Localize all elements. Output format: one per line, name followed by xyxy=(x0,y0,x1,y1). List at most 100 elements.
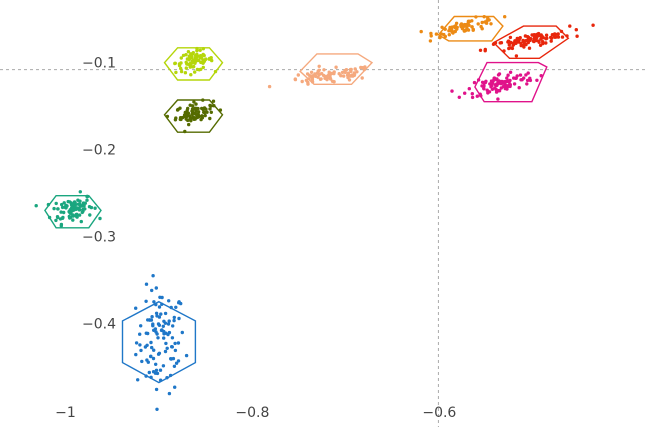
data-point xyxy=(59,224,63,228)
data-point xyxy=(360,76,364,80)
cluster-8-points xyxy=(450,70,543,101)
data-point xyxy=(194,113,199,117)
data-point xyxy=(88,213,92,217)
data-point xyxy=(218,108,223,112)
data-point xyxy=(155,371,160,376)
data-point xyxy=(144,331,148,335)
data-point xyxy=(532,39,536,44)
data-point xyxy=(574,28,578,32)
data-point xyxy=(164,341,168,346)
data-point xyxy=(180,330,184,335)
data-point xyxy=(197,68,201,72)
data-point xyxy=(504,85,508,90)
data-point xyxy=(74,206,79,211)
data-point xyxy=(527,46,532,50)
data-point xyxy=(174,116,178,120)
data-point xyxy=(463,91,467,95)
data-point xyxy=(552,34,557,38)
cluster-hull-1 xyxy=(121,300,197,384)
data-point xyxy=(560,35,565,39)
data-point xyxy=(305,72,310,76)
data-point xyxy=(293,77,297,81)
data-point xyxy=(522,40,526,44)
data-point xyxy=(267,84,272,89)
data-point xyxy=(201,47,205,51)
data-point xyxy=(455,27,459,31)
data-point xyxy=(77,213,82,217)
data-point xyxy=(69,211,73,215)
data-point xyxy=(187,122,191,127)
data-point xyxy=(208,116,212,121)
data-point xyxy=(323,76,328,80)
data-point xyxy=(472,80,477,85)
data-point xyxy=(517,86,521,90)
data-point xyxy=(171,356,176,361)
data-point xyxy=(154,302,158,307)
data-point xyxy=(489,22,493,26)
data-point xyxy=(201,98,205,102)
data-point xyxy=(173,348,178,353)
data-point xyxy=(152,348,156,352)
data-point xyxy=(145,343,149,347)
data-point xyxy=(491,42,496,46)
data-point xyxy=(307,77,311,81)
data-point xyxy=(173,385,177,389)
data-point xyxy=(161,364,166,368)
data-point xyxy=(503,15,507,19)
data-point xyxy=(157,315,162,319)
data-point xyxy=(59,210,63,214)
data-point xyxy=(459,23,463,27)
data-point xyxy=(434,32,439,36)
data-point xyxy=(519,41,523,45)
data-point xyxy=(154,286,158,290)
data-point xyxy=(150,345,154,350)
data-point xyxy=(85,194,89,199)
data-point xyxy=(171,324,175,328)
data-point xyxy=(34,204,38,208)
data-point xyxy=(139,324,143,328)
data-point xyxy=(496,89,501,93)
y-tick-label: −0.4 xyxy=(82,316,116,332)
data-point xyxy=(62,210,66,215)
data-point xyxy=(189,52,193,56)
data-point xyxy=(328,77,333,81)
data-point xyxy=(342,74,346,78)
data-point xyxy=(70,208,74,212)
data-point xyxy=(147,318,152,322)
data-point xyxy=(470,25,474,29)
data-point xyxy=(536,31,541,36)
data-point xyxy=(498,41,502,45)
data-point xyxy=(193,106,197,111)
data-point xyxy=(77,208,82,212)
cluster-3-points xyxy=(165,98,223,134)
data-point xyxy=(537,40,541,44)
cluster-hulls xyxy=(44,15,570,384)
data-point xyxy=(184,117,188,121)
data-point xyxy=(541,41,545,46)
data-point xyxy=(165,376,169,380)
data-point xyxy=(544,41,548,45)
data-point xyxy=(457,95,461,100)
data-point xyxy=(158,295,162,299)
data-point xyxy=(310,80,315,84)
data-point xyxy=(169,305,173,310)
data-point xyxy=(179,69,184,74)
data-point xyxy=(479,94,483,98)
data-point xyxy=(151,274,155,278)
data-point xyxy=(304,78,309,83)
data-point xyxy=(134,306,138,310)
cluster-hull-5 xyxy=(299,53,374,86)
data-point xyxy=(210,58,214,63)
data-point xyxy=(173,341,177,346)
data-point xyxy=(138,343,142,347)
data-point xyxy=(157,323,162,327)
data-point xyxy=(514,39,518,43)
data-point xyxy=(162,319,166,323)
data-point xyxy=(177,63,182,68)
data-point xyxy=(470,92,474,96)
data-point xyxy=(144,299,148,303)
data-point xyxy=(209,104,213,108)
data-point xyxy=(62,201,66,205)
data-point xyxy=(450,30,455,34)
y-axis-ticks: −0.1 −0.2 −0.3 −0.4 xyxy=(82,56,116,333)
